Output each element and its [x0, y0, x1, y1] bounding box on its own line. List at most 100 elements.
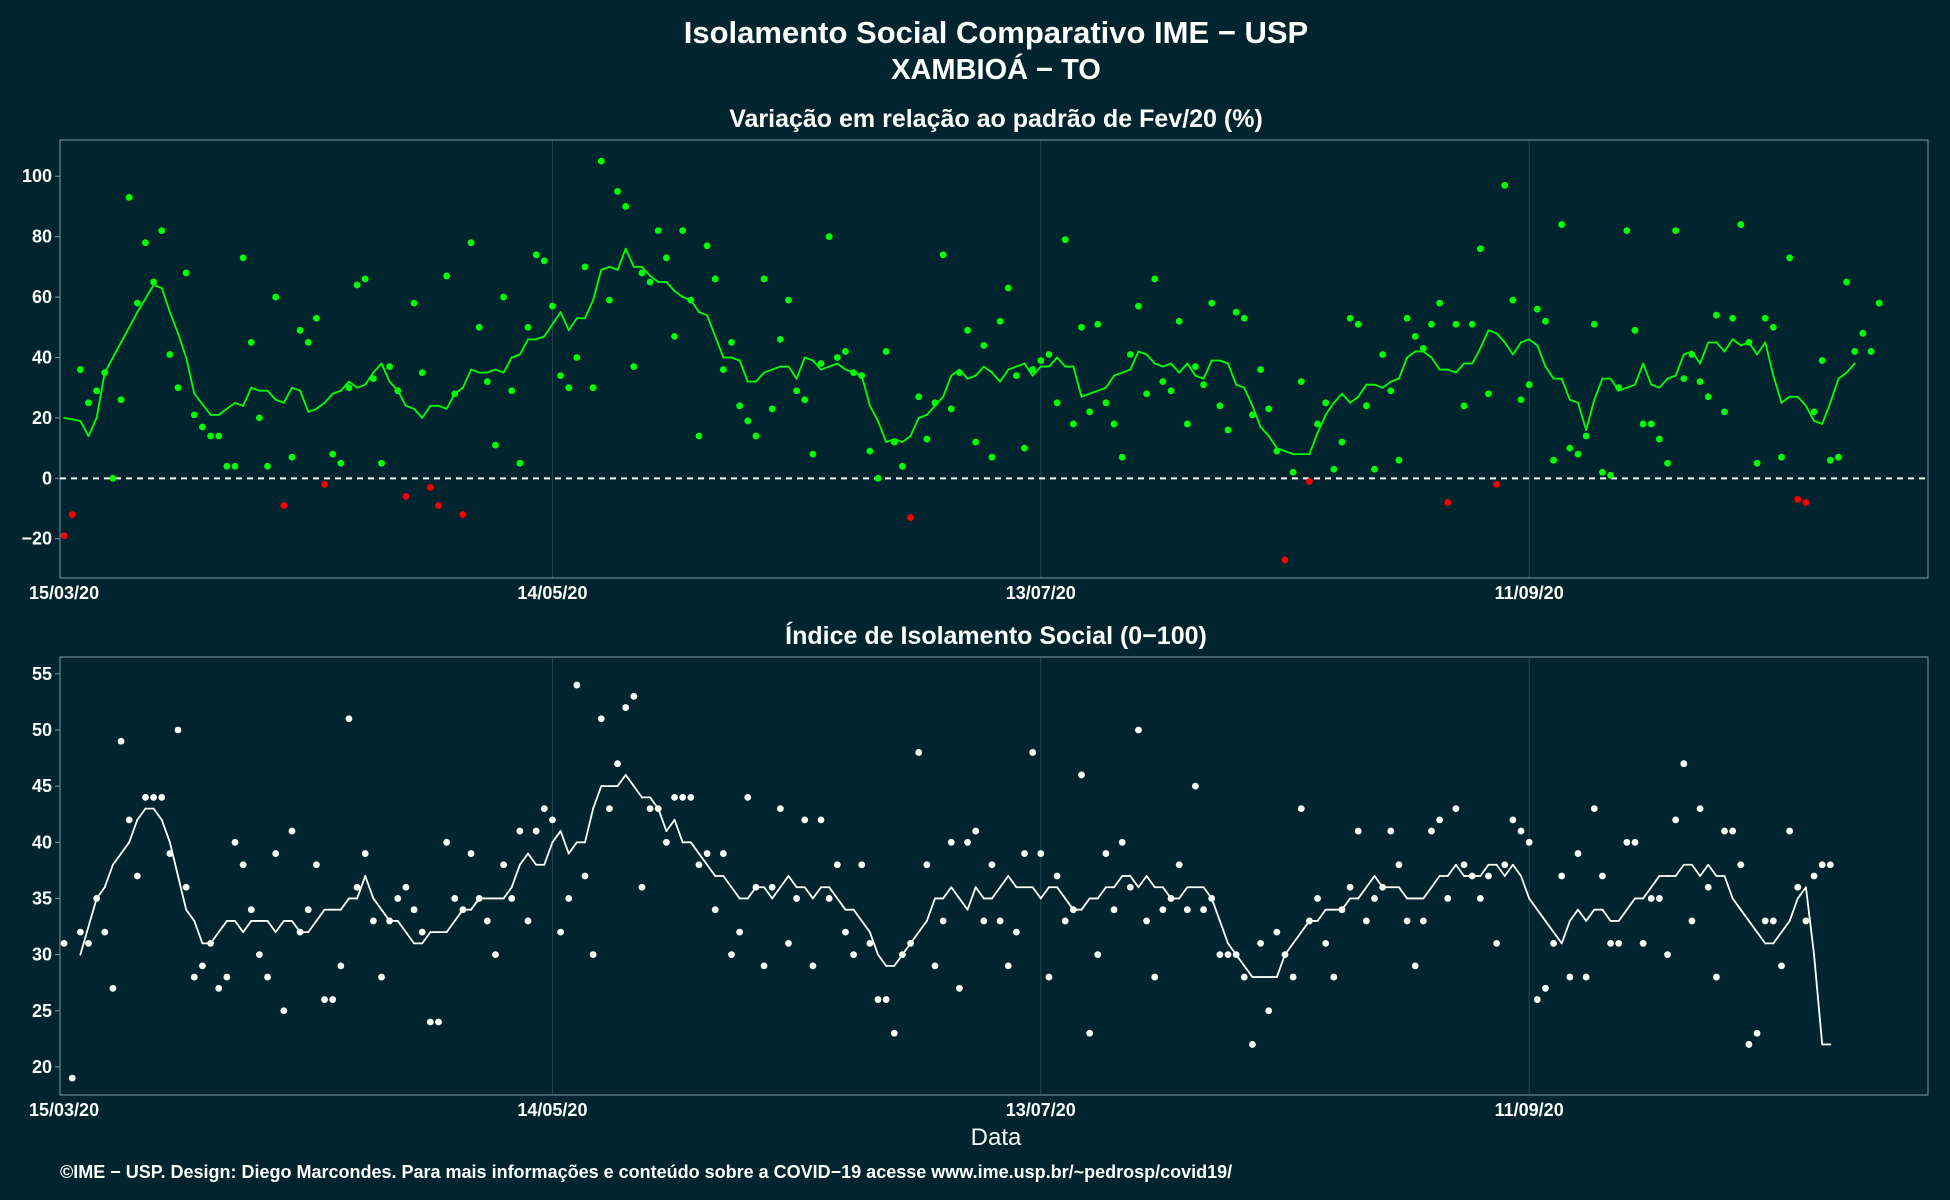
data-point	[1354, 320, 1362, 328]
moving-average-segment	[1813, 953, 1824, 1046]
moving-average-segment	[722, 875, 733, 889]
data-point	[426, 483, 434, 491]
data-point	[1411, 962, 1419, 970]
data-point	[321, 480, 328, 488]
data-point	[654, 227, 662, 235]
data-point	[1338, 438, 1346, 446]
data-point	[1208, 895, 1216, 902]
moving-average-segment	[877, 420, 888, 443]
moving-average-segment	[79, 897, 98, 956]
moving-average-segment	[592, 268, 603, 301]
data-point	[833, 861, 841, 869]
moving-average-segment	[152, 284, 163, 289]
data-point	[1582, 973, 1590, 981]
data-point	[451, 390, 459, 398]
moving-average-segment	[136, 807, 147, 821]
moving-average-segment	[1479, 863, 1490, 877]
data-point	[1680, 760, 1688, 768]
moving-average-segment	[160, 287, 171, 314]
data-point	[337, 962, 345, 970]
data-point	[1362, 402, 1370, 410]
data-point	[182, 269, 190, 277]
data-point	[540, 805, 548, 813]
data-point	[133, 872, 141, 880]
moving-average-segment	[1813, 420, 1824, 425]
data-point	[1200, 906, 1207, 914]
data-point	[378, 459, 385, 467]
data-point	[1403, 314, 1411, 322]
data-point	[1729, 314, 1737, 322]
data-point	[1273, 928, 1281, 936]
data-point	[402, 493, 410, 500]
moving-average-segment	[494, 368, 505, 374]
moving-average-segment	[966, 374, 977, 380]
moving-average-segment	[1080, 392, 1091, 398]
moving-average-segment	[1748, 920, 1758, 934]
data-point	[369, 917, 377, 925]
moving-average-segment	[860, 920, 871, 934]
moving-average-segment	[624, 247, 635, 268]
moving-average-segment	[1357, 383, 1368, 398]
data-point	[540, 257, 548, 265]
moving-average-segment	[1479, 329, 1490, 350]
moving-average-segment	[282, 386, 293, 404]
data-point	[1273, 447, 1281, 455]
data-point	[199, 962, 206, 970]
data-point	[939, 917, 947, 925]
data-point	[809, 450, 817, 458]
data-point	[1338, 906, 1346, 914]
data-point	[1647, 895, 1655, 902]
data-point	[1704, 883, 1712, 891]
moving-average-segment	[1292, 931, 1303, 945]
moving-average-segment	[1235, 383, 1246, 389]
moving-average-segment	[234, 920, 245, 934]
moving-average-segment	[1780, 395, 1791, 404]
moving-average-segment	[1259, 426, 1270, 437]
data-point	[695, 861, 703, 869]
data-point	[801, 816, 809, 824]
data-point	[256, 414, 263, 422]
data-point	[199, 423, 206, 431]
moving-average-segment	[950, 886, 961, 900]
moving-average-segment	[1625, 383, 1636, 389]
data-point	[549, 302, 556, 310]
moving-average-segment	[274, 398, 285, 404]
moving-average-segment	[331, 389, 342, 395]
data-point	[1102, 399, 1110, 407]
moving-average-segment	[120, 311, 139, 344]
data-point	[1794, 496, 1802, 503]
data-point	[996, 317, 1004, 325]
data-point	[500, 293, 507, 301]
moving-average-segment	[1096, 386, 1107, 392]
data-point	[247, 338, 255, 346]
moving-average-segment	[1251, 404, 1262, 428]
moving-average-segment	[185, 356, 196, 395]
data-point	[492, 951, 499, 959]
data-point	[1061, 917, 1069, 925]
moving-average-segment	[128, 818, 139, 844]
data-point	[1094, 951, 1102, 959]
data-point	[1436, 299, 1444, 307]
data-point	[842, 928, 849, 936]
moving-average-segment	[1739, 908, 1750, 922]
data-point	[752, 883, 760, 891]
moving-average-segment	[1430, 356, 1441, 371]
data-point	[557, 372, 564, 380]
data-point	[1151, 973, 1159, 981]
data-point	[728, 338, 735, 346]
data-point	[1216, 402, 1224, 410]
data-point	[1769, 917, 1777, 925]
moving-average-segment	[624, 774, 635, 788]
data-point	[638, 269, 646, 277]
data-point	[1867, 348, 1875, 355]
data-point	[866, 447, 874, 455]
data-point	[1436, 816, 1444, 824]
moving-average-segment	[510, 863, 521, 889]
data-point	[76, 366, 84, 373]
data-point	[1126, 351, 1134, 358]
moving-average-segment	[1764, 341, 1775, 377]
data-point	[988, 861, 996, 869]
moving-average-segment	[551, 311, 562, 326]
data-point	[1737, 861, 1745, 869]
